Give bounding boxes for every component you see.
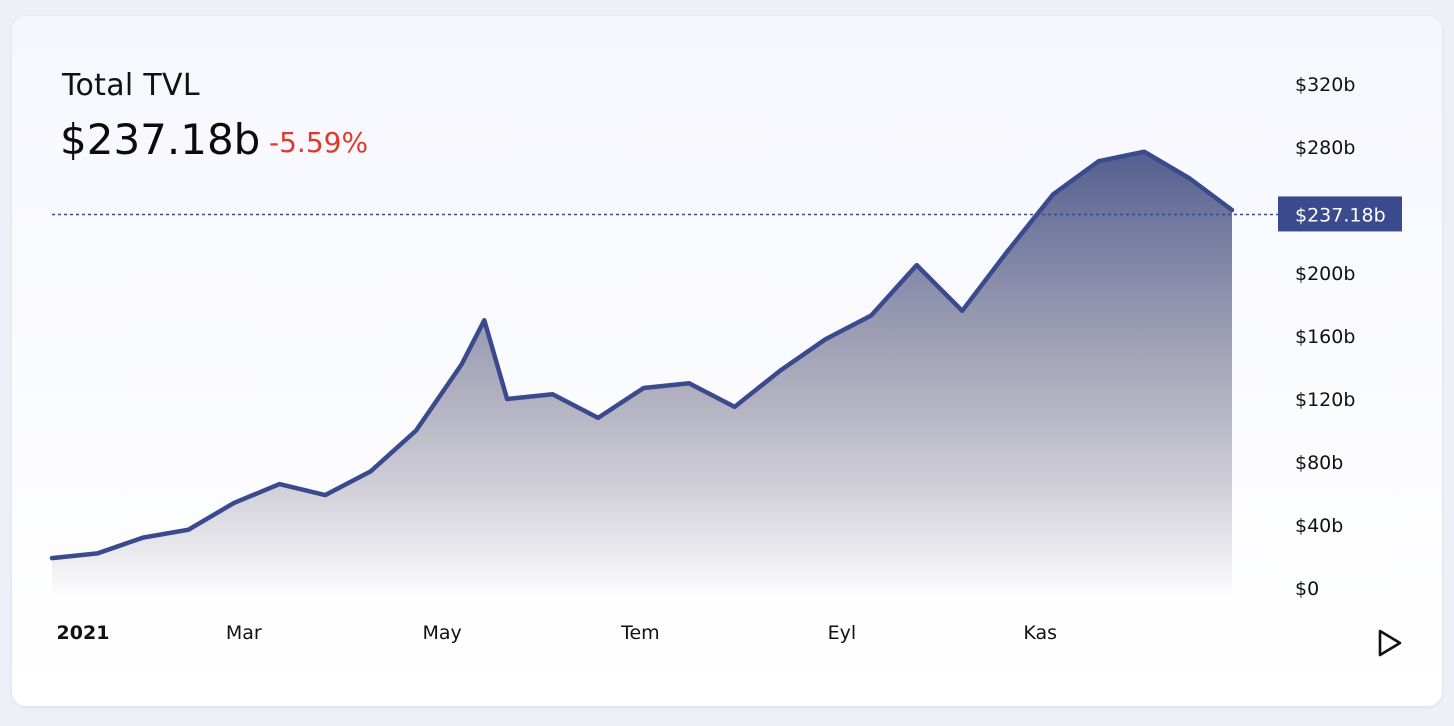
data-point[interactable] (277, 481, 283, 487)
y-tick-label: $40b (1295, 515, 1343, 537)
y-tick-label: $120b (1295, 389, 1355, 411)
tvl-card: Total TVL $237.18b -5.59% $0 $40b $80b $120… (12, 16, 1442, 706)
x-axis: 2021 Mar May Tem Eyl Kas (57, 622, 1057, 644)
data-point[interactable] (231, 500, 237, 506)
y-axis: $0 $40b $80b $120b $160b $200b $280b $320b (1295, 74, 1355, 600)
data-point[interactable] (1187, 176, 1193, 182)
data-point[interactable] (1050, 191, 1056, 197)
data-point[interactable] (186, 527, 192, 533)
current-value: $237.18b (60, 115, 261, 164)
data-point[interactable] (95, 550, 101, 556)
x-tick-label: 2021 (57, 622, 110, 644)
y-tick-label: $320b (1295, 74, 1355, 96)
y-tick-label: $200b (1295, 263, 1355, 285)
data-point[interactable] (140, 535, 146, 541)
play-icon[interactable] (1376, 628, 1404, 658)
data-point[interactable] (595, 415, 601, 421)
data-point[interactable] (459, 361, 465, 367)
data-point[interactable] (1141, 149, 1147, 155)
current-value-label-text: $237.18b (1295, 204, 1386, 226)
data-point[interactable] (49, 555, 55, 561)
current-value-label: $237.18b (1278, 196, 1402, 232)
data-point[interactable] (1229, 207, 1235, 213)
data-point[interactable] (550, 391, 556, 397)
current-value-label-bg (1278, 196, 1402, 232)
data-point[interactable] (686, 380, 692, 386)
data-point[interactable] (368, 468, 374, 474)
x-tick-label: Kas (1023, 622, 1057, 644)
data-point[interactable] (959, 308, 965, 314)
data-point[interactable] (641, 385, 647, 391)
data-point[interactable] (481, 317, 487, 323)
data-point[interactable] (322, 492, 328, 498)
y-tick-label: $160b (1295, 326, 1355, 348)
data-point[interactable] (777, 368, 783, 374)
data-point[interactable] (823, 336, 829, 342)
data-point[interactable] (1096, 158, 1102, 164)
chart-title: Total TVL (62, 68, 200, 103)
x-tick-label: May (422, 622, 461, 644)
x-tick-label: Mar (226, 622, 262, 644)
y-tick-label: $280b (1295, 137, 1355, 159)
tvl-series-line (49, 149, 1235, 561)
data-point[interactable] (413, 428, 419, 434)
percent-change: -5.59% (269, 126, 369, 159)
x-tick-label: Eyl (828, 622, 857, 644)
y-tick-label: $80b (1295, 452, 1343, 474)
tvl-chart[interactable]: $0 $40b $80b $120b $160b $200b $280b $320b 2021… (12, 16, 1442, 706)
y-tick-label: $0 (1295, 578, 1319, 600)
x-tick-label: Tem (620, 622, 660, 644)
data-point[interactable] (732, 404, 738, 410)
data-point[interactable] (1005, 248, 1011, 254)
data-point[interactable] (868, 313, 874, 319)
tvl-area-fill (52, 151, 1232, 600)
data-point[interactable] (914, 262, 920, 268)
data-point[interactable] (504, 396, 510, 402)
